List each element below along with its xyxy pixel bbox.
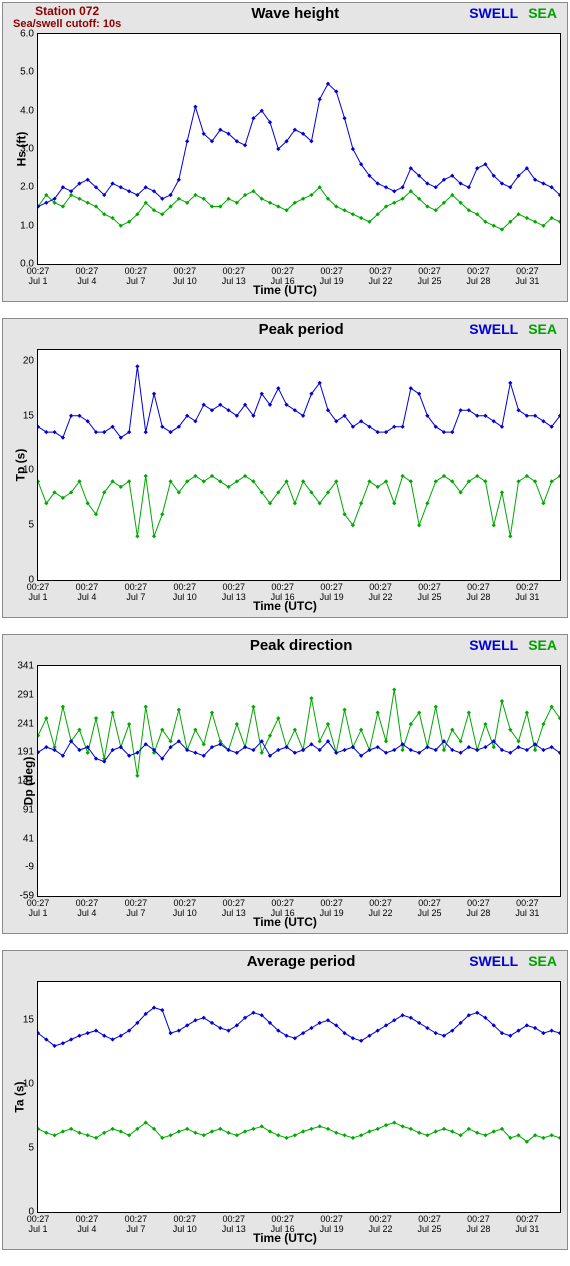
legend-swell: SWELL [469,321,518,337]
legend: SWELL SEA [469,953,557,969]
y-tick: 191 [8,747,34,758]
x-tick: 00:27Jul 7 [125,582,148,602]
x-tick: 00:27Jul 16 [271,582,295,602]
x-tick: 00:27Jul 19 [320,582,344,602]
x-tick: 00:27Jul 16 [271,898,295,918]
legend-swell: SWELL [469,5,518,21]
panel-header: Peak periodSWELL SEA [3,319,567,349]
x-tick: 00:27Jul 13 [222,898,246,918]
legend: SWELL SEA [469,637,557,653]
plot-svg [38,350,560,580]
x-tick: 00:27Jul 19 [320,1214,344,1234]
y-tick: 341 [8,661,34,672]
chart-title: Peak period [133,321,469,338]
plot-area: Dp (deg)-59-9419114119124129134100:27Jul… [37,665,561,897]
y-tick: 41 [8,833,34,844]
legend-sea: SEA [528,321,557,337]
y-tick: 15 [8,1015,34,1026]
x-tick: 00:27Jul 4 [76,1214,99,1234]
x-tick: 00:27Jul 13 [222,266,246,286]
x-tick: 00:27Jul 4 [76,898,99,918]
y-tick: 5.0 [8,67,34,78]
x-tick: 00:27Jul 16 [271,1214,295,1234]
plot-svg [38,666,560,896]
x-tick: 00:27Jul 31 [515,266,539,286]
chart-title: Wave height [121,5,469,22]
panel-peak-period: Peak periodSWELL SEA Tp (s)0510152000:27Ju… [2,318,568,618]
y-tick: 91 [8,804,34,815]
panel-average-period: Average periodSWELL SEA Ta (s)05101500:27J… [2,950,568,1250]
y-tick: 2.0 [8,182,34,193]
y-tick: 15 [8,410,34,421]
y-tick: 6.0 [8,29,34,40]
x-tick: 00:27Jul 19 [320,266,344,286]
legend-sea: SEA [528,5,557,21]
panel-header: Average periodSWELL SEA [3,951,567,981]
chart-title: Average period [133,953,469,970]
x-tick: 00:27Jul 28 [466,898,490,918]
x-tick: 00:27Jul 22 [369,1214,393,1234]
y-tick: 1.0 [8,220,34,231]
legend-swell: SWELL [469,953,518,969]
x-tick: 00:27Jul 22 [369,582,393,602]
y-tick: 4.0 [8,105,34,116]
y-tick: 5 [8,520,34,531]
y-tick: 241 [8,718,34,729]
plot-svg [38,34,560,264]
x-tick: 00:27Jul 13 [222,1214,246,1234]
x-tick: 00:27Jul 1 [27,898,50,918]
x-tick: 00:27Jul 10 [173,1214,197,1234]
x-tick: 00:27Jul 4 [76,582,99,602]
x-tick: 00:27Jul 4 [76,266,99,286]
y-tick: 5 [8,1143,34,1154]
legend: SWELL SEA [469,321,557,337]
x-tick: 00:27Jul 31 [515,1214,539,1234]
y-tick: 3.0 [8,144,34,155]
x-tick: 00:27Jul 28 [466,582,490,602]
panel-wave-height: Station 072Sea/swell cutoff: 10sWave hei… [2,2,568,302]
x-tick: 00:27Jul 31 [515,582,539,602]
plot-area: Tp (s)0510152000:27Jul 100:27Jul 400:27J… [37,349,561,581]
x-tick: 00:27Jul 25 [417,898,441,918]
x-tick: 00:27Jul 1 [27,266,50,286]
y-tick: 10 [8,465,34,476]
x-tick: 00:27Jul 22 [369,266,393,286]
x-tick: 00:27Jul 19 [320,898,344,918]
x-tick: 00:27Jul 1 [27,1214,50,1234]
y-tick: 291 [8,689,34,700]
x-tick: 00:27Jul 31 [515,898,539,918]
panel-peak-direction: Peak directionSWELL SEA Dp (deg)-59-941911… [2,634,568,934]
station-name: Station 072 [13,5,121,18]
panel-header: Peak directionSWELL SEA [3,635,567,665]
x-tick: 00:27Jul 1 [27,582,50,602]
plot-area: Hs (ft)0.01.02.03.04.05.06.000:27Jul 100… [37,33,561,265]
x-tick: 00:27Jul 7 [125,266,148,286]
x-tick: 00:27Jul 25 [417,582,441,602]
station-block: Station 072Sea/swell cutoff: 10s [13,5,121,31]
x-tick: 00:27Jul 10 [173,898,197,918]
legend-sea: SEA [528,953,557,969]
chart-title: Peak direction [133,637,469,654]
x-tick: 00:27Jul 25 [417,1214,441,1234]
y-tick: 20 [8,355,34,366]
y-tick: 10 [8,1079,34,1090]
plot-area: Ta (s)05101500:27Jul 100:27Jul 400:27Jul… [37,981,561,1213]
plot-svg [38,982,560,1212]
x-tick: 00:27Jul 28 [466,266,490,286]
x-tick: 00:27Jul 16 [271,266,295,286]
x-tick: 00:27Jul 7 [125,1214,148,1234]
x-tick: 00:27Jul 22 [369,898,393,918]
x-tick: 00:27Jul 10 [173,266,197,286]
y-tick: -9 [8,862,34,873]
panel-header: Station 072Sea/swell cutoff: 10sWave hei… [3,3,567,33]
x-tick: 00:27Jul 7 [125,898,148,918]
x-tick: 00:27Jul 10 [173,582,197,602]
x-tick: 00:27Jul 13 [222,582,246,602]
y-tick: 141 [8,776,34,787]
legend-sea: SEA [528,637,557,653]
x-tick: 00:27Jul 28 [466,1214,490,1234]
legend-swell: SWELL [469,637,518,653]
x-tick: 00:27Jul 25 [417,266,441,286]
legend: SWELL SEA [469,5,557,21]
